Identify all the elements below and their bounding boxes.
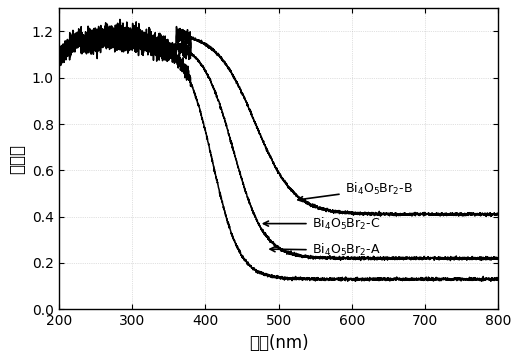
Text: Bi$_4$O$_5$Br$_2$-A: Bi$_4$O$_5$Br$_2$-A [270,242,380,258]
Y-axis label: 吸光度: 吸光度 [8,144,27,174]
Text: Bi$_4$O$_5$Br$_2$-C: Bi$_4$O$_5$Br$_2$-C [264,216,380,231]
X-axis label: 波长(nm): 波长(nm) [249,334,308,352]
Text: Bi$_4$O$_5$Br$_2$-B: Bi$_4$O$_5$Br$_2$-B [298,181,412,202]
